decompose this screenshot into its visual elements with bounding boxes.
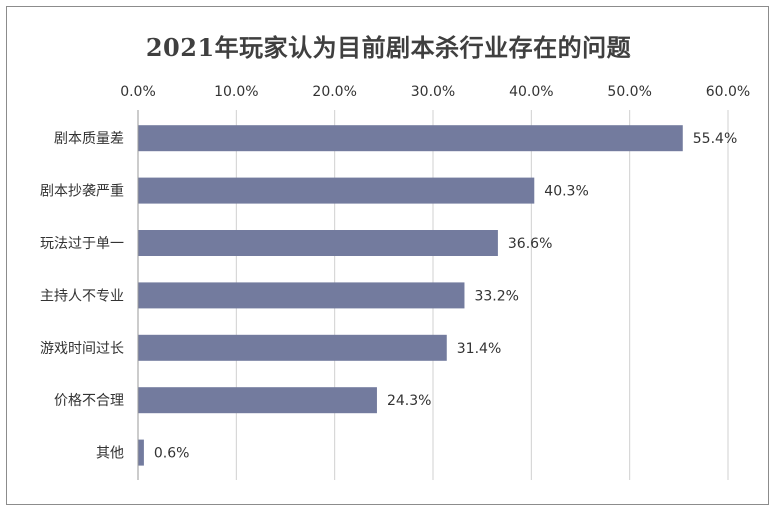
bar bbox=[138, 334, 447, 361]
data-label: 0.6% bbox=[154, 446, 190, 462]
category-label: 剧本抄袭严重 bbox=[40, 184, 124, 200]
value-labels: 55.4% 40.3% 36.6% 33.2% 31.4% 24.3% 0.6% bbox=[154, 131, 737, 461]
bars bbox=[138, 125, 683, 466]
category-label: 其他 bbox=[96, 446, 124, 462]
x-tick-label: 40.0% bbox=[509, 84, 553, 100]
chart-title: 2021年玩家认为目前剧本杀行业存在的问题 bbox=[145, 33, 632, 62]
bar bbox=[138, 387, 377, 414]
category-label: 游戏时间过长 bbox=[40, 341, 124, 357]
x-tick-label: 0.0% bbox=[120, 84, 156, 100]
data-label: 40.3% bbox=[544, 184, 588, 200]
data-label: 24.3% bbox=[387, 393, 431, 409]
category-label: 剧本质量差 bbox=[54, 131, 124, 147]
bar bbox=[138, 439, 144, 466]
data-label: 36.6% bbox=[508, 236, 552, 252]
x-tick-label: 10.0% bbox=[214, 84, 258, 100]
category-label: 价格不合理 bbox=[54, 393, 124, 409]
bar bbox=[138, 230, 498, 256]
x-tick-label: 60.0% bbox=[706, 84, 750, 100]
bar bbox=[138, 282, 465, 309]
data-label: 33.2% bbox=[474, 288, 518, 304]
category-label: 玩法过于单一 bbox=[40, 236, 124, 252]
data-label: 55.4% bbox=[693, 131, 737, 147]
x-tick-label: 30.0% bbox=[411, 84, 455, 100]
bar bbox=[138, 177, 535, 204]
category-label: 主持人不专业 bbox=[40, 288, 124, 304]
x-tick-label: 20.0% bbox=[312, 84, 356, 100]
x-axis-ticks: 0.0% 10.0% 20.0% 30.0% 40.0% 50.0% 60.0% bbox=[120, 84, 750, 100]
data-label: 31.4% bbox=[457, 341, 501, 357]
bar bbox=[138, 125, 683, 152]
x-tick-label: 50.0% bbox=[607, 84, 651, 100]
